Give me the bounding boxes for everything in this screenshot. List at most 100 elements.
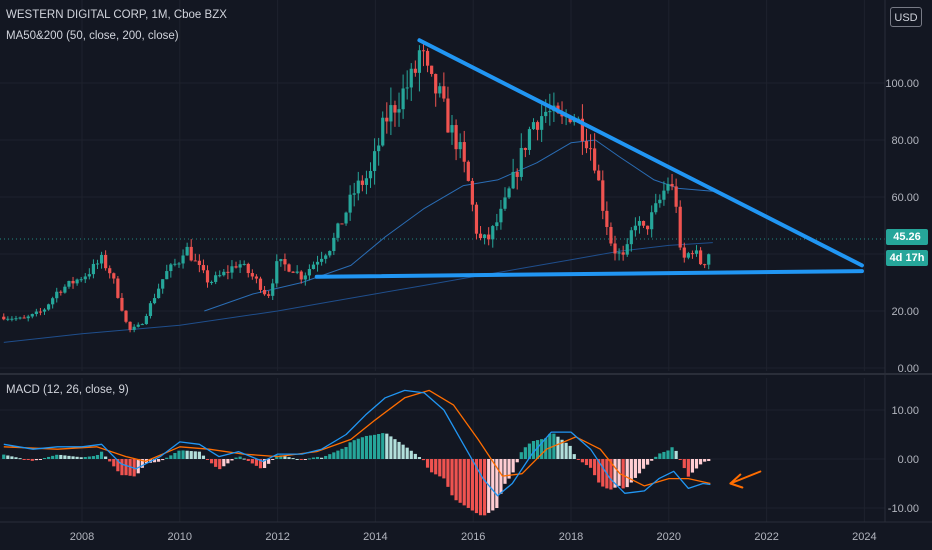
candle-body	[6, 318, 10, 320]
macd-histogram-bar	[234, 457, 238, 459]
candle-body	[344, 212, 348, 224]
macd-histogram-bar	[120, 459, 124, 476]
candle-body	[613, 243, 617, 254]
macd-histogram-bar	[226, 459, 230, 464]
macd-histogram-bar	[670, 447, 674, 459]
signal-line	[3, 389, 711, 487]
macd-histogram-bar	[279, 455, 283, 459]
macd-histogram-bar	[267, 459, 271, 464]
macd-histogram-bar	[75, 456, 79, 459]
candle-body	[381, 117, 385, 146]
ma-legend[interactable]: MA50&200 (50, close, 200, close)	[6, 30, 179, 42]
macd-histogram-bar	[185, 450, 189, 459]
macd-histogram-bar	[654, 456, 658, 459]
candle-body	[283, 259, 287, 265]
macd-histogram-bar	[299, 459, 303, 460]
candle-body	[670, 183, 674, 187]
candle-body	[417, 50, 422, 73]
candle-body	[95, 263, 100, 265]
macd-histogram-bar	[2, 454, 6, 459]
macd-histogram-bar	[30, 459, 34, 461]
macd-histogram-bar	[389, 436, 393, 459]
candle-body	[584, 141, 589, 149]
candle-body	[59, 291, 63, 293]
macd-histogram-bar	[462, 459, 466, 506]
candle-body	[487, 234, 491, 240]
macd-histogram-bar	[356, 438, 360, 459]
candle-body	[707, 254, 711, 265]
time-tick-label: 2012	[265, 531, 289, 543]
candle-body	[678, 206, 682, 248]
candle-body	[299, 271, 303, 280]
macd-histogram-bar	[499, 459, 503, 494]
candle-body	[372, 151, 377, 172]
time-tick-label: 2010	[168, 531, 192, 543]
candle-body	[662, 190, 666, 200]
macd-histogram-bar	[495, 459, 499, 508]
macd-histogram-bar	[14, 457, 18, 459]
macd-histogram-bar	[87, 456, 91, 459]
macd-histogram-bar	[18, 458, 22, 460]
candle-body	[421, 50, 426, 52]
candle-body	[450, 125, 454, 133]
macd-histogram-bar	[690, 459, 695, 473]
candle-body	[218, 275, 222, 277]
candle-body	[503, 197, 507, 209]
macd-histogram-bar	[593, 459, 597, 476]
macd-histogram-bar	[218, 459, 222, 470]
macd-histogram-bar	[703, 459, 707, 462]
macd-histogram-bar	[6, 455, 10, 459]
ma-indicator-label: MA50&200 (50, close, 200, close)	[6, 30, 179, 42]
candle-body	[173, 263, 177, 265]
candle-body	[641, 220, 646, 226]
trendlines[interactable]	[314, 38, 864, 279]
macd-histogram-bar	[71, 456, 75, 459]
candle-body	[646, 225, 650, 230]
macd-histogram-bar	[99, 451, 104, 459]
candle-body	[108, 268, 112, 274]
candle-body	[315, 261, 320, 265]
candle-body	[87, 274, 91, 277]
candle-body	[682, 247, 686, 258]
candle-body	[580, 118, 585, 142]
candle-body	[189, 246, 193, 261]
macd-histogram-bar	[324, 455, 328, 459]
macd-legend[interactable]: MACD (12, 26, close, 9)	[6, 384, 129, 396]
macd-histogram-bar	[42, 458, 47, 460]
candle-body	[271, 283, 275, 296]
candle-body	[588, 148, 593, 150]
candle-body	[71, 280, 75, 284]
candle-body	[63, 286, 67, 293]
macd-histogram-bar	[91, 456, 96, 459]
currency-button[interactable]: USD	[890, 7, 922, 27]
candle-body	[242, 263, 246, 265]
candle-body	[523, 147, 527, 150]
time-tick-label: 2022	[754, 531, 778, 543]
candle-body	[385, 117, 389, 122]
macd-histogram-bar	[613, 459, 617, 488]
candle-body	[409, 68, 413, 88]
candle-body	[287, 264, 291, 272]
candle-body	[625, 244, 629, 255]
candle-body	[234, 266, 238, 268]
macd-histogram-bar	[637, 459, 642, 474]
macd-pane	[2, 389, 762, 516]
candle-body	[38, 311, 43, 313]
candle-body	[393, 105, 397, 113]
candle-body	[507, 188, 511, 198]
macd-histogram-bar	[161, 459, 165, 461]
macd-histogram-bar	[625, 459, 629, 488]
candle-body	[197, 260, 201, 266]
macd-histogram-bar	[246, 459, 250, 462]
macd-histogram-bar	[650, 459, 654, 461]
macd-histogram-bar	[328, 454, 332, 459]
macd-histogram-bar	[515, 459, 519, 463]
macd-histogram-bar	[250, 459, 254, 464]
candle-body	[262, 289, 267, 295]
symbol-legend[interactable]: WESTERN DIGITAL CORP, 1M, Cboe BZX	[6, 9, 227, 21]
macd-histogram-bar	[181, 450, 185, 459]
price-tick-label: 80.00	[891, 135, 919, 147]
macd-histogram-bar	[666, 450, 670, 459]
macd-histogram-bar	[209, 459, 214, 464]
